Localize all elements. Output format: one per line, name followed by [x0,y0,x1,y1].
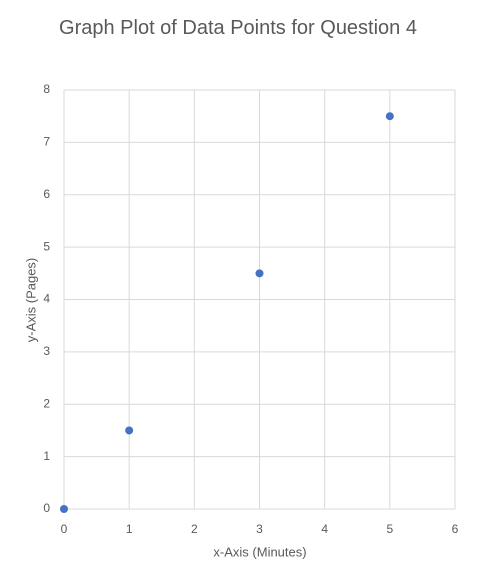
y-tick-label: 5 [43,239,50,253]
data-point [385,112,394,121]
x-tick-label: 6 [452,522,459,536]
y-tick-label: 7 [43,135,50,149]
data-point [125,426,134,435]
data-point [60,505,68,513]
x-tick-label: 4 [321,522,328,536]
y-tick-label: 4 [43,292,50,306]
x-tick-label: 2 [191,522,198,536]
x-tick-label: 5 [386,522,393,536]
y-axis-label: y-Axis (Pages) [23,258,38,343]
y-tick-label: 3 [43,344,50,358]
data-point [255,269,264,278]
x-tick-label: 3 [256,522,263,536]
x-tick-label: 0 [61,522,68,536]
y-tick-label: 1 [43,449,50,463]
y-tick-label: 6 [43,187,50,201]
x-tick-label: 1 [126,522,133,536]
y-tick-label: 0 [43,501,50,515]
y-tick-label: 2 [43,396,50,410]
y-tick-label: 8 [43,82,50,96]
x-axis-label: x-Axis (Minutes) [213,544,306,559]
chart-title: Graph Plot of Data Points for Question 4 [59,17,417,39]
